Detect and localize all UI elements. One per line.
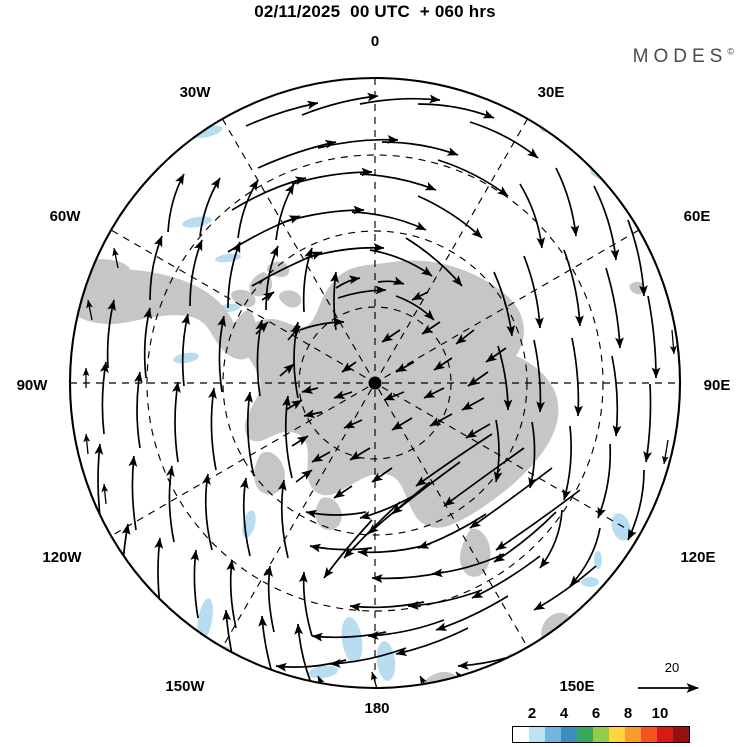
- south-pole-marker: [368, 376, 382, 390]
- colorbar-band-4: [577, 727, 593, 742]
- colorbar-tick-4: 4: [559, 705, 569, 722]
- map-outer-boundary: [68, 76, 682, 690]
- vector-scale-legend: 20: [636, 660, 708, 696]
- lon-label-150e: 150E: [559, 678, 594, 695]
- vector-scale-value: 20: [664, 660, 680, 675]
- colorbar-band-3: [561, 727, 577, 742]
- colorbar-tick-8: 8: [623, 705, 633, 722]
- lon-label-0: 0: [371, 33, 379, 50]
- modes-logo: MODES©: [633, 46, 734, 68]
- colorbar-band-0: [513, 727, 529, 742]
- colorbar-band-6: [609, 727, 625, 742]
- colorbar-band-2: [545, 727, 561, 742]
- colorbar-tick-6: 6: [591, 705, 601, 722]
- land-antarctic-peninsula: [231, 261, 302, 308]
- lon-label-60e: 60E: [684, 208, 711, 225]
- lon-label-90e: 90E: [704, 377, 731, 394]
- colorbar-band-9: [657, 727, 673, 742]
- colorbar: [512, 726, 690, 743]
- lon-label-30w: 30W: [180, 84, 212, 101]
- colorbar-tick-2: 2: [527, 705, 537, 722]
- lon-label-30e: 30E: [538, 84, 565, 101]
- lon-label-120e: 120E: [680, 549, 715, 566]
- lon-label-120w: 120W: [42, 549, 82, 566]
- logo-text: MODES: [632, 46, 728, 67]
- page-title: 02/11/2025 00 UTC + 060 hrs: [254, 2, 496, 21]
- colorbar-band-1: [529, 727, 545, 742]
- colorbar-band-5: [593, 727, 609, 742]
- lon-label-90w: 90W: [17, 377, 49, 394]
- colorbar-tick-10: 10: [651, 705, 669, 722]
- reference-arrow-icon: [638, 683, 700, 693]
- lon-label-150w: 150W: [165, 678, 205, 695]
- lon-label-180: 180: [364, 700, 389, 717]
- map-content: [70, 78, 680, 688]
- colorbar-band-10: [673, 727, 689, 742]
- copyright-mark: ©: [727, 46, 734, 57]
- lon-label-60w: 60W: [50, 208, 82, 225]
- colorbar-band-8: [641, 727, 657, 742]
- colorbar-band-7: [625, 727, 641, 742]
